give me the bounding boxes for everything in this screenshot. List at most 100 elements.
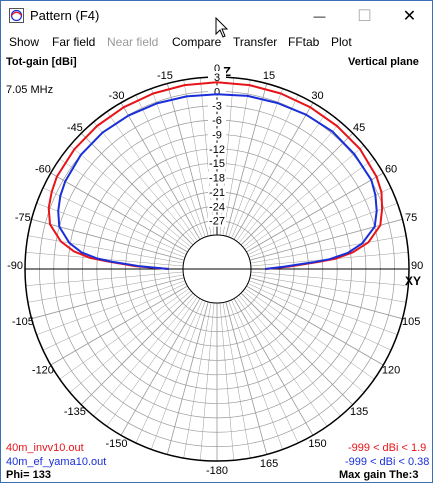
radial-tick-label: -6	[212, 115, 222, 127]
angle-grid-line	[50, 285, 188, 366]
radial-tick-label: -21	[209, 187, 225, 199]
radial-tick-label: 0	[214, 86, 220, 98]
angle-grid-line	[106, 111, 198, 242]
angle-grid-line	[135, 299, 203, 444]
radial-tick-label: 3	[214, 72, 220, 84]
angle-grid-line	[225, 83, 268, 237]
angle-grid-line	[238, 121, 341, 244]
range1-label: -999 < dBi < 1.9	[348, 442, 427, 454]
angle-grid-line	[231, 94, 299, 239]
gain-type-label: Tot-gain [dBi]	[6, 56, 77, 68]
angle-grid-line	[93, 121, 196, 244]
angle-grid-line	[120, 102, 201, 240]
angle-tick-label: 135	[350, 406, 368, 418]
radial-tick-label: -18	[209, 173, 225, 185]
mouse-cursor-icon	[215, 17, 229, 38]
angle-grid-line	[222, 302, 251, 459]
angle-grid-line	[242, 145, 365, 248]
angle-grid-line	[31, 277, 185, 320]
menu-show[interactable]: Show	[9, 35, 40, 49]
angle-grid-line	[120, 298, 201, 436]
angle-grid-line	[69, 290, 192, 393]
angle-grid-line	[250, 271, 409, 286]
angle-tick-label: -75	[15, 212, 31, 224]
angle-tick-label: 60	[385, 164, 397, 176]
radial-tick-label: -12	[209, 144, 225, 156]
radial-tick-label: -3	[212, 101, 222, 113]
angle-grid-line	[233, 298, 314, 436]
angle-grid-line	[236, 296, 328, 427]
menu-compare[interactable]: Compare	[172, 35, 222, 49]
angle-grid-line	[219, 302, 234, 461]
angle-grid-line	[59, 288, 190, 380]
minimize-button[interactable]: —	[297, 1, 342, 31]
radial-tick-label: -15	[209, 158, 225, 170]
angle-tick-label: -60	[35, 164, 51, 176]
angle-grid-line	[59, 158, 190, 250]
angle-grid-line	[42, 187, 187, 255]
angle-tick-label: 150	[308, 438, 326, 450]
angle-grid-line	[250, 274, 407, 303]
angle-grid-line	[246, 285, 384, 366]
angle-tick-label: 0	[214, 63, 220, 75]
angle-grid-line	[225, 301, 268, 455]
angle-grid-line	[50, 172, 188, 253]
maximize-icon: ☐	[357, 8, 372, 25]
angle-grid-line	[249, 218, 403, 261]
angle-grid-line	[80, 292, 194, 406]
maximize-button[interactable]: ☐	[342, 1, 387, 31]
angle-grid-line	[166, 301, 209, 455]
angle-tick-label: -90	[7, 260, 23, 272]
radial-label-bg	[208, 71, 226, 83]
radial-tick-label: -24	[209, 201, 225, 213]
radial-label-bg	[208, 185, 226, 198]
close-button[interactable]: ✕	[387, 1, 432, 31]
radial-label-bg	[208, 128, 226, 141]
menu-transfer[interactable]: Transfer	[233, 35, 278, 49]
angle-grid-line	[36, 203, 186, 258]
pattern-plot-area[interactable]: 0 15 30 45 60 75 90 105 120 135 150 165 -180 -150 -135…	[1, 53, 432, 482]
polar-pattern-chart[interactable]: 0153045607590105120135150165-180-150-135…	[1, 53, 432, 482]
menu-far-field[interactable]: Far field	[52, 35, 96, 49]
angle-grid-line	[151, 300, 206, 450]
angle-grid-line	[247, 283, 392, 351]
angle-grid-line	[222, 79, 251, 236]
plane-label: Vertical plane	[348, 56, 419, 68]
angle-grid-line	[228, 88, 283, 238]
minimize-icon: —	[313, 9, 326, 23]
z-axis-label: Z	[223, 64, 231, 79]
angle-grid-line	[69, 145, 192, 248]
angle-grid-line	[27, 235, 184, 264]
radial-label-bg	[208, 142, 226, 155]
angle-grid-line	[106, 296, 198, 427]
angle-tick-label: -45	[67, 122, 83, 134]
menu-plot[interactable]: Plot	[331, 35, 352, 49]
menu-fftab[interactable]: FFtab	[288, 35, 320, 49]
file2-label: 40m_ef_yama10.out	[6, 456, 107, 468]
angle-grid-line	[247, 187, 392, 255]
angle-grid-line	[231, 299, 299, 444]
angle-tick-label: 105	[402, 316, 420, 328]
angle-grid-line	[200, 302, 215, 461]
angle-grid-line	[236, 111, 328, 242]
angle-grid-line	[240, 292, 354, 406]
phi-label: Phi= 133	[6, 469, 51, 481]
max-gain-label: Max gain The:3	[339, 469, 419, 481]
angle-tick-label: -30	[109, 90, 125, 102]
radial-label-bg	[208, 171, 226, 184]
angle-tick-label: -135	[64, 406, 86, 418]
pattern-series-2	[57, 93, 378, 270]
pattern-series-1	[47, 81, 384, 270]
angle-grid-line	[233, 102, 314, 240]
angle-grid-line	[249, 277, 403, 320]
angle-tick-label: -15	[157, 70, 173, 82]
range2-label: -999 < dBi < 0.38	[345, 456, 430, 468]
radial-label-bg	[208, 157, 226, 170]
angle-grid-line	[228, 300, 283, 450]
angle-tick-label: 90	[411, 260, 423, 272]
menu-near-field[interactable]: Near field	[107, 35, 159, 49]
close-icon: ✕	[402, 8, 417, 25]
angle-grid-line	[93, 294, 196, 417]
angle-grid-line	[42, 283, 187, 351]
